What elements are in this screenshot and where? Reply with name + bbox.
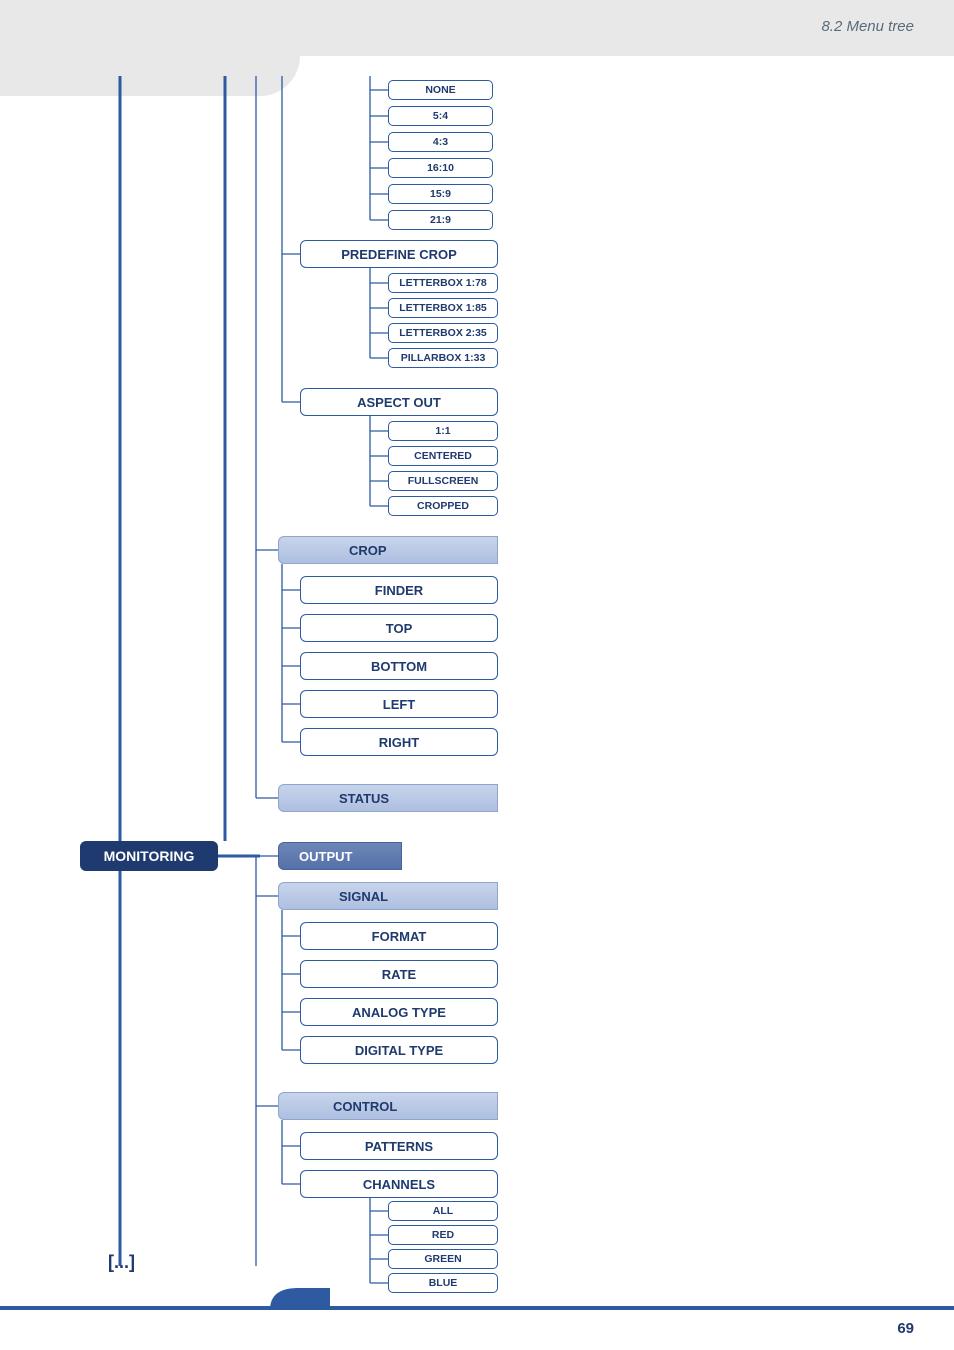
letterbox-185: LETTERBOX 1:85	[388, 298, 498, 318]
crop-right: RIGHT	[300, 728, 498, 756]
aspect-centered: CENTERED	[388, 446, 498, 466]
footer-curve-icon	[270, 1284, 330, 1310]
continued-indicator: [...]	[108, 1252, 135, 1273]
control-header: CONTROL	[278, 1092, 498, 1120]
aspect-1-1: 1:1	[388, 421, 498, 441]
channel-green: GREEN	[388, 1249, 498, 1269]
ratio-4-3: 4:3	[388, 132, 493, 152]
channel-red: RED	[388, 1225, 498, 1245]
channel-all: ALL	[388, 1201, 498, 1221]
aspect-out: ASPECT OUT	[300, 388, 498, 416]
page-footer: 69	[0, 1296, 954, 1350]
signal-format: FORMAT	[300, 922, 498, 950]
ratio-5-4: 5:4	[388, 106, 493, 126]
ratio-16-10: 16:10	[388, 158, 493, 178]
crop-top: TOP	[300, 614, 498, 642]
section-title: 8.2 Menu tree	[821, 18, 914, 35]
page-header: 8.2 Menu tree	[0, 0, 954, 56]
crop-header: CROP	[278, 536, 498, 564]
channel-blue: BLUE	[388, 1273, 498, 1293]
monitoring: MONITORING	[80, 841, 218, 871]
control-patterns: PATTERNS	[300, 1132, 498, 1160]
ratio-21-9: 21:9	[388, 210, 493, 230]
crop-left: LEFT	[300, 690, 498, 718]
footer-rule	[0, 1306, 954, 1310]
letterbox-178: LETTERBOX 1:78	[388, 273, 498, 293]
crop-bottom: BOTTOM	[300, 652, 498, 680]
aspect-cropped: CROPPED	[388, 496, 498, 516]
control-channels: CHANNELS	[300, 1170, 498, 1198]
output-header: OUTPUT	[278, 842, 402, 870]
crop-finder: FINDER	[300, 576, 498, 604]
menu-tree-diagram: NONE 5:4 4:3 16:10 15:9 21:9 PREDEFINE C…	[0, 56, 954, 1296]
pillarbox-133: PILLARBOX 1:33	[388, 348, 498, 368]
signal-rate: RATE	[300, 960, 498, 988]
signal-digital: DIGITAL TYPE	[300, 1036, 498, 1064]
letterbox-235: LETTERBOX 2:35	[388, 323, 498, 343]
status-header: STATUS	[278, 784, 498, 812]
signal-analog: ANALOG TYPE	[300, 998, 498, 1026]
ratio-15-9: 15:9	[388, 184, 493, 204]
page-number: 69	[897, 1320, 914, 1337]
signal-header: SIGNAL	[278, 882, 498, 910]
aspect-fullscreen: FULLSCREEN	[388, 471, 498, 491]
ratio-none: NONE	[388, 80, 493, 100]
predefine-crop: PREDEFINE CROP	[300, 240, 498, 268]
